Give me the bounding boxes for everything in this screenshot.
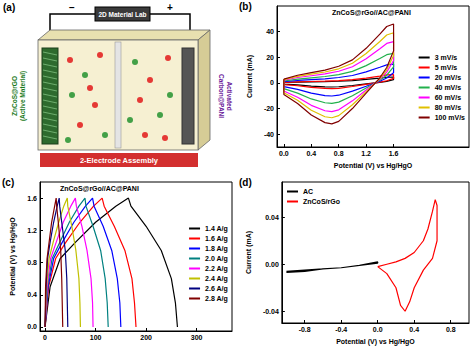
- svg-text:20 mV/s: 20 mV/s: [435, 74, 462, 81]
- svg-text:Current (mA): Current (mA): [246, 55, 254, 98]
- svg-text:0.4: 0.4: [27, 291, 37, 298]
- svg-text:0.0: 0.0: [27, 323, 37, 330]
- svg-text:20: 20: [266, 54, 274, 61]
- svg-text:80 mV/s: 80 mV/s: [435, 104, 462, 111]
- svg-text:0.04: 0.04: [265, 214, 279, 221]
- svg-text:5 mV/s: 5 mV/s: [435, 64, 458, 71]
- svg-text:-20: -20: [264, 105, 274, 112]
- svg-text:Activated: Activated: [226, 81, 233, 110]
- svg-text:Current (mA): Current (mA): [245, 231, 253, 274]
- svg-text:2.6 A/g: 2.6 A/g: [205, 285, 228, 293]
- svg-text:100: 100: [90, 334, 102, 341]
- svg-text:0.4: 0.4: [409, 326, 419, 333]
- svg-text:ZnCoS@rGo//AC@PANI: ZnCoS@rGo//AC@PANI: [332, 9, 411, 16]
- svg-text:+: +: [167, 2, 173, 13]
- svg-text:ZnCoS@rGo//AC@PANI: ZnCoS@rGo//AC@PANI: [60, 185, 139, 192]
- svg-text:−: −: [69, 2, 75, 13]
- svg-text:1.6 A/g: 1.6 A/g: [205, 235, 228, 243]
- svg-text:2.2 A/g: 2.2 A/g: [205, 265, 228, 273]
- svg-text:0.8: 0.8: [27, 259, 37, 266]
- svg-text:2.8 A/g: 2.8 A/g: [205, 295, 228, 303]
- svg-text:ZnCoS/rGo: ZnCoS/rGo: [303, 198, 340, 205]
- svg-text:40: 40: [266, 28, 274, 35]
- svg-text:1.6: 1.6: [389, 150, 399, 157]
- svg-text:2.4 A/g: 2.4 A/g: [205, 275, 228, 283]
- svg-text:1.4 A/g: 1.4 A/g: [205, 225, 228, 233]
- svg-text:(c): (c): [2, 177, 14, 188]
- svg-text:200: 200: [140, 334, 152, 341]
- svg-text:2-Electrode Assembly: 2-Electrode Assembly: [80, 156, 159, 165]
- svg-text:0.4: 0.4: [306, 150, 316, 157]
- svg-text:2.0 A/g: 2.0 A/g: [205, 255, 228, 263]
- svg-text:1.2: 1.2: [27, 227, 37, 234]
- svg-text:0.0: 0.0: [279, 150, 289, 157]
- svg-text:-0.4: -0.4: [335, 326, 347, 333]
- svg-text:Potential (V) vs Hg/HgO: Potential (V) vs Hg/HgO: [334, 162, 413, 170]
- svg-text:-0.8: -0.8: [299, 326, 311, 333]
- svg-text:300: 300: [191, 334, 203, 341]
- svg-text:(d): (d): [239, 177, 252, 188]
- svg-text:0.00: 0.00: [265, 261, 279, 268]
- svg-text:100 mV/s: 100 mV/s: [435, 114, 465, 121]
- svg-text:Potential (V) vs Hg/HgO: Potential (V) vs Hg/HgO: [9, 217, 17, 296]
- svg-text:1.2: 1.2: [361, 150, 371, 157]
- svg-text:(b): (b): [239, 1, 252, 12]
- svg-text:0.8: 0.8: [334, 150, 344, 157]
- svg-text:40 mV/s: 40 mV/s: [435, 84, 462, 91]
- svg-text:(Active Material): (Active Material): [19, 71, 27, 121]
- svg-text:0.0: 0.0: [373, 326, 383, 333]
- svg-text:2D Material Lab: 2D Material Lab: [98, 11, 146, 18]
- svg-text:ZnCoS@rGO: ZnCoS@rGO: [11, 76, 18, 116]
- svg-text:3 mV/s: 3 mV/s: [435, 54, 458, 61]
- svg-text:-0.04: -0.04: [263, 308, 279, 315]
- svg-text:-40: -40: [264, 131, 274, 138]
- svg-text:60 mV/s: 60 mV/s: [435, 94, 462, 101]
- svg-text:(a): (a): [3, 2, 15, 13]
- svg-text:1.8 A/g: 1.8 A/g: [205, 245, 228, 253]
- svg-text:Carbon@PANI: Carbon@PANI: [218, 74, 225, 118]
- svg-text:1.6: 1.6: [27, 195, 37, 202]
- svg-text:Potential (V) vs Hg/HgO: Potential (V) vs Hg/HgO: [336, 338, 415, 346]
- svg-text:0: 0: [270, 79, 274, 86]
- svg-text:0.8: 0.8: [446, 326, 456, 333]
- svg-text:0: 0: [43, 334, 47, 341]
- svg-text:AC: AC: [303, 188, 313, 195]
